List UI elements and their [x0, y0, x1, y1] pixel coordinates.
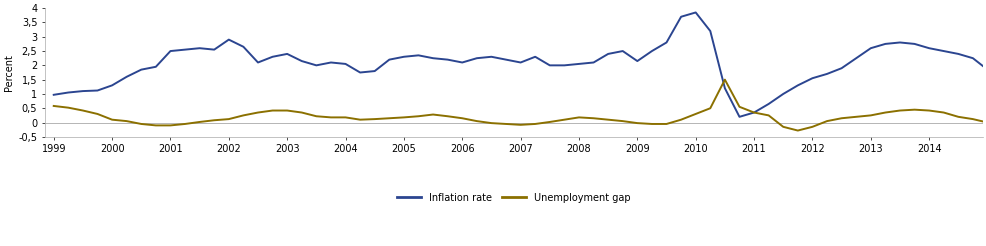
Y-axis label: Percent: Percent	[4, 54, 14, 91]
Legend: Inflation rate, Unemployment gap: Inflation rate, Unemployment gap	[392, 189, 634, 207]
